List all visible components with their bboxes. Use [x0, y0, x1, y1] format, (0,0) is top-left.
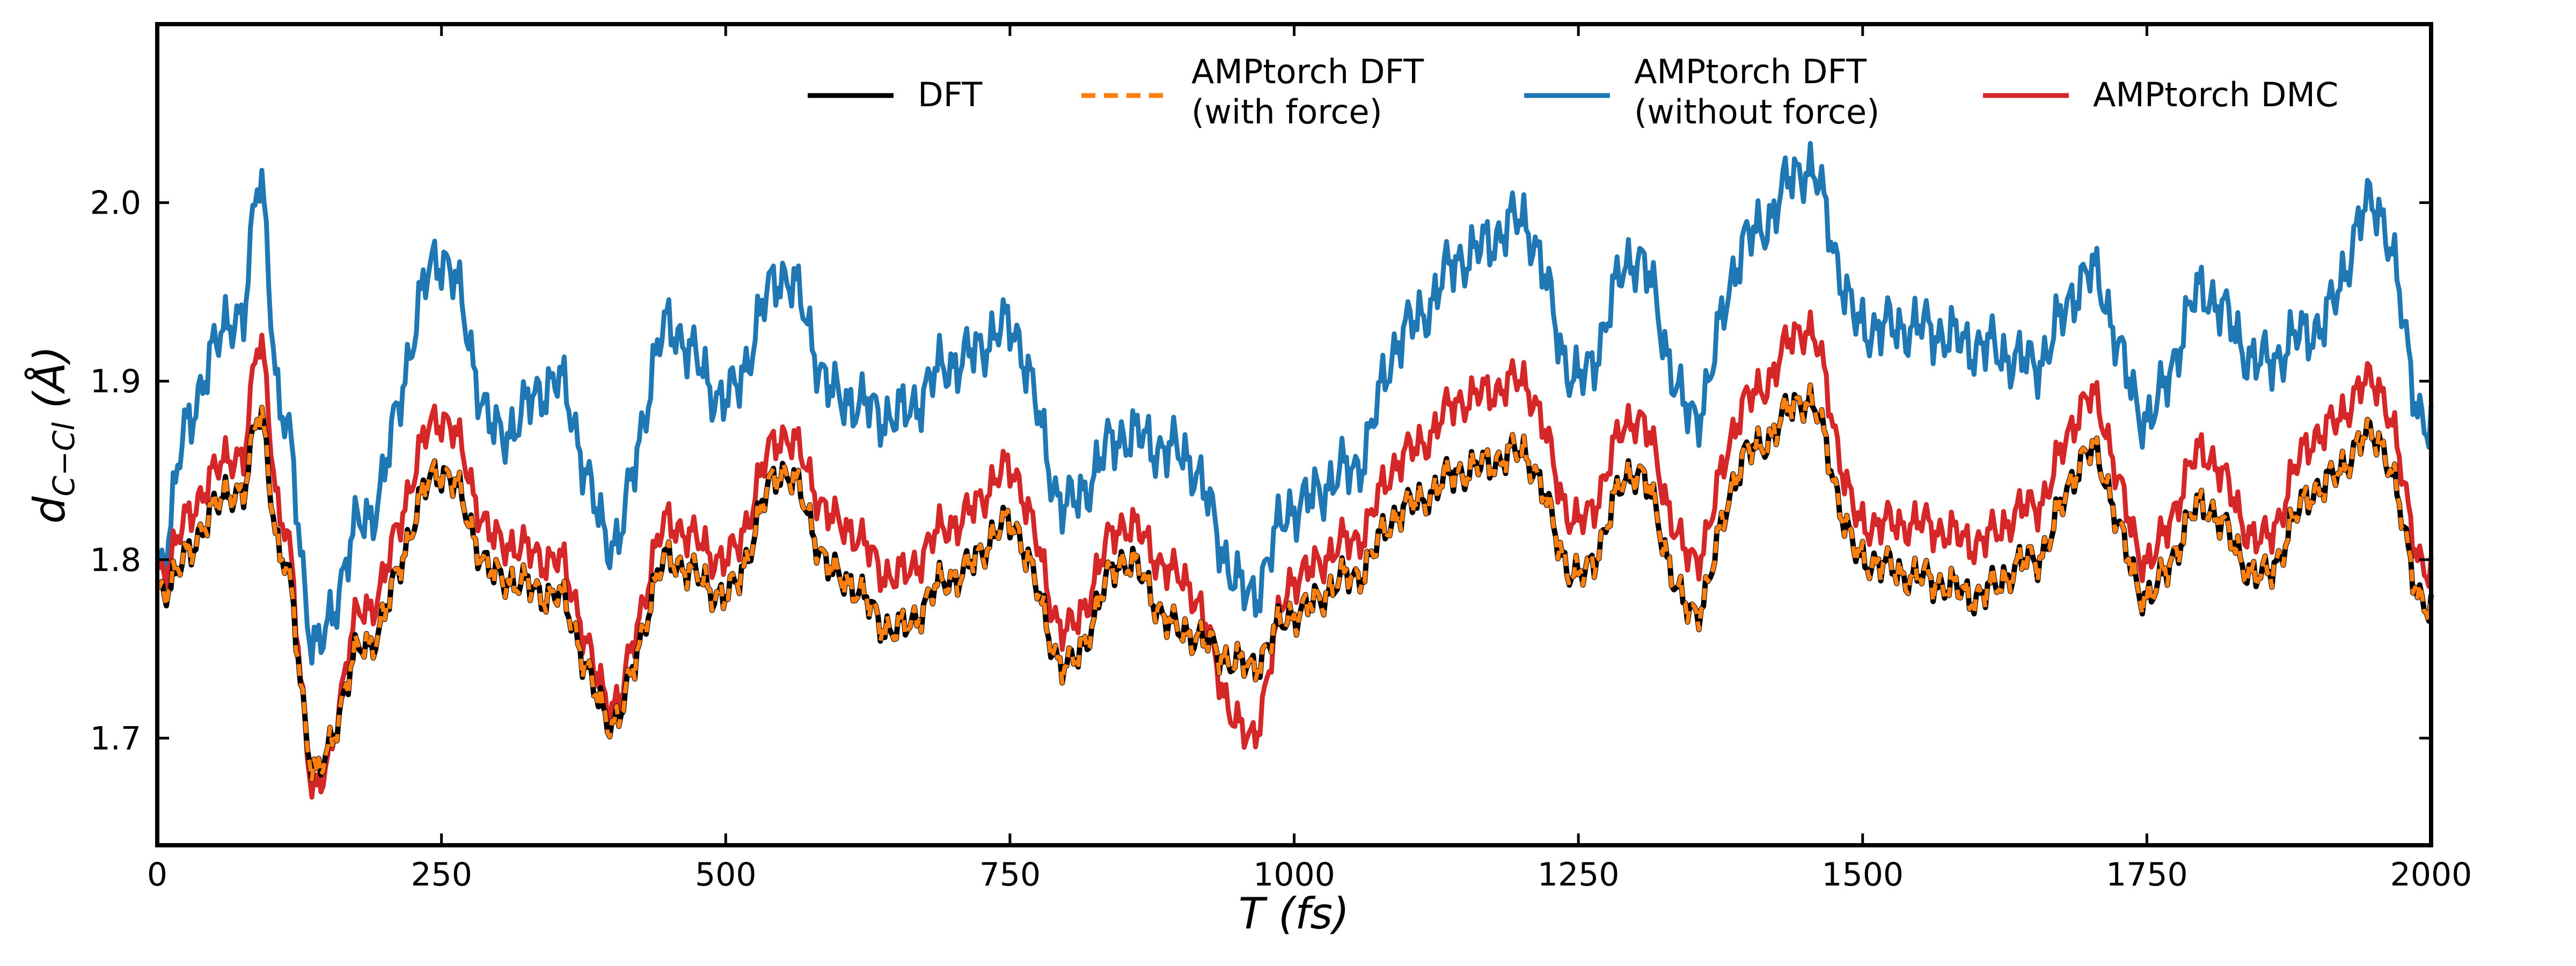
x-tick-label: 250	[411, 856, 472, 894]
y-tick-label: 1.9	[90, 363, 141, 400]
y-tick-label: 1.8	[90, 541, 141, 579]
x-tick-label: 1250	[1538, 856, 1620, 894]
x-axis: 0 250 500 750 1000 1250 1500 1750 2000	[147, 24, 2472, 894]
x-tick-label: 1500	[1821, 856, 1904, 894]
legend-label: DFT	[918, 75, 983, 114]
y-tick-label: 2.0	[90, 185, 141, 222]
legend-label-line2: (with force)	[1191, 92, 1382, 131]
x-tick-label: 1000	[1253, 856, 1335, 894]
x-tick-label: 0	[147, 856, 167, 894]
y-axis-label: dC−Cl (Å)	[24, 346, 81, 524]
x-axis-label: T (fs)	[1239, 889, 1350, 939]
legend-label: AMPtorch DFT	[1634, 52, 1867, 91]
y-axis: 1.7 1.8 1.9 2.0	[90, 185, 2431, 757]
x-tick-label: 750	[979, 856, 1041, 894]
series-layer	[155, 141, 2434, 800]
x-tick-label: 500	[695, 856, 757, 894]
legend-label-line2: (without force)	[1634, 92, 1879, 131]
y-tick-label: 1.7	[90, 720, 141, 757]
plot-frame	[155, 22, 2433, 847]
legend-label: AMPtorch DMC	[2093, 75, 2338, 114]
x-tick-label: 2000	[2390, 856, 2472, 894]
legend-label: AMPtorch DFT	[1191, 52, 1424, 91]
series-line-amptorch-dmc	[155, 309, 2434, 800]
series-line-amptorch-dft-without-force	[155, 141, 2434, 666]
x-tick-label: 1750	[2106, 856, 2188, 894]
series-line-amptorch-dft-with-force	[155, 383, 2433, 782]
